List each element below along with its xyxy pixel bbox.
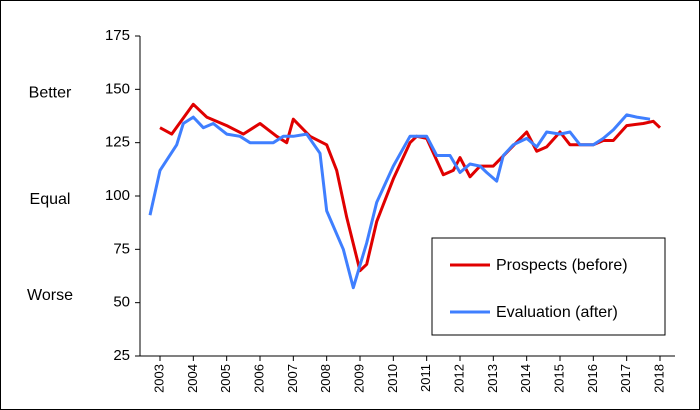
x-tick-label: 2017 xyxy=(618,364,633,393)
y-tick-label: 150 xyxy=(105,80,130,97)
x-tick-label: 2007 xyxy=(285,364,300,393)
legend-label: Prospects (before) xyxy=(496,257,628,274)
annotation: Equal xyxy=(30,191,71,208)
annotation: Worse xyxy=(27,287,73,304)
x-tick-label: 2003 xyxy=(151,364,166,393)
x-tick-label: 2010 xyxy=(385,364,400,393)
y-tick-label: 100 xyxy=(105,187,130,204)
x-tick-label: 2016 xyxy=(585,364,600,393)
x-tick-label: 2015 xyxy=(551,364,566,393)
x-tick-label: 2009 xyxy=(351,364,366,393)
legend-label: Evaluation (after) xyxy=(496,304,618,321)
x-tick-label: 2008 xyxy=(318,364,333,393)
x-tick-label: 2011 xyxy=(418,364,433,392)
y-tick-label: 25 xyxy=(113,347,130,364)
x-tick-label: 2005 xyxy=(218,364,233,393)
legend: Prospects (before) Evaluation (after) xyxy=(431,237,666,336)
x-tick-label: 2014 xyxy=(518,364,533,393)
x-tick-label: 2012 xyxy=(451,364,466,393)
y-tick-label: 75 xyxy=(113,240,130,257)
x-tick-label: 2004 xyxy=(185,364,200,393)
y-tick-label: 50 xyxy=(113,294,130,311)
x-tick-label: 2006 xyxy=(251,364,266,393)
y-tick-label: 125 xyxy=(105,134,130,151)
x-tick-label: 2013 xyxy=(485,364,500,393)
annotation: Better xyxy=(29,85,72,102)
series-line xyxy=(148,113,651,290)
y-tick-label: 175 xyxy=(105,27,130,44)
legend-box xyxy=(431,237,666,336)
x-tick-label: 2018 xyxy=(651,364,666,393)
